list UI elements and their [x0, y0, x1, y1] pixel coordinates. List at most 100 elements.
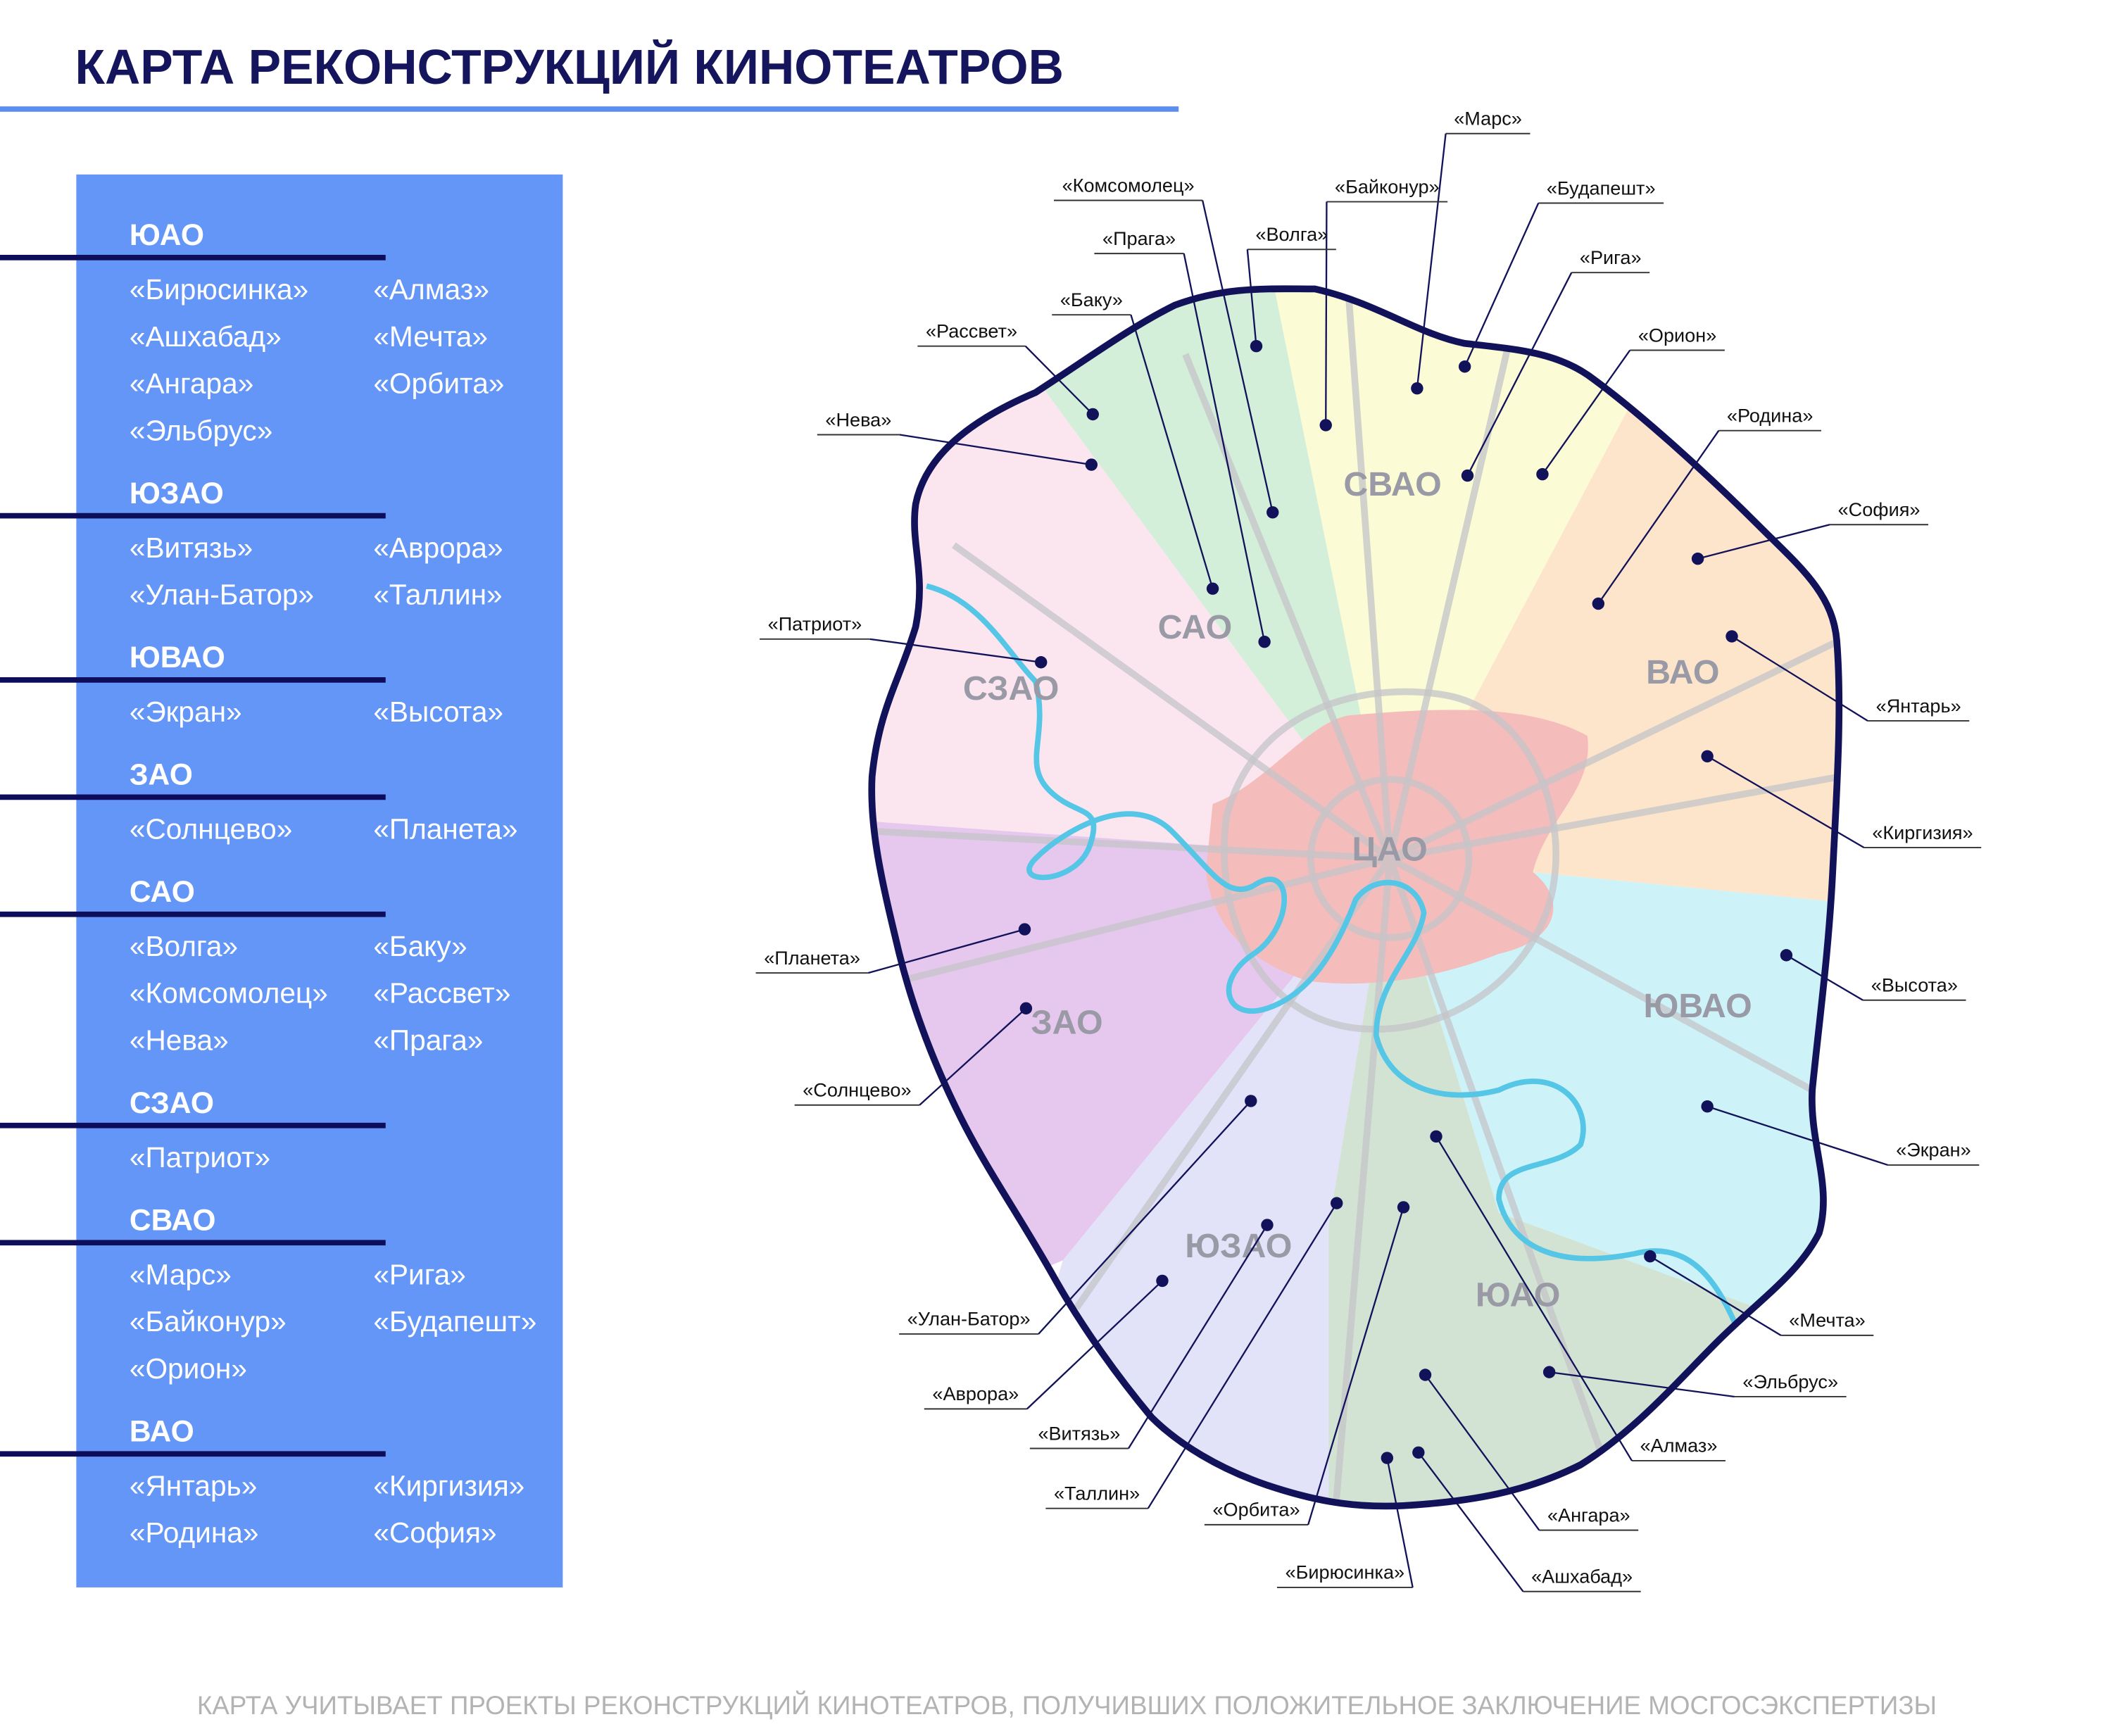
cinema-label: «Рассвет» — [926, 320, 1017, 342]
leader-line — [868, 928, 1025, 974]
map: СВАО САО СЗАО ВАО ЦАО ЗАО ЮВАО ЮЗАО ЮАО «Марс» «Ба… — [755, 108, 1982, 1592]
legend-cinema: «Алмаз» — [373, 273, 489, 306]
legend-cinema: «Орбита» — [373, 367, 504, 400]
legend-cinema: «Нева» — [130, 1024, 229, 1056]
cinema-dot — [1018, 923, 1031, 936]
cinema-label: «Янтарь» — [1876, 695, 1961, 717]
leader-line — [1130, 314, 1214, 589]
district-label: САО — [1158, 608, 1233, 646]
cinema-dot — [1780, 949, 1793, 962]
legend-district: САО — [130, 875, 195, 909]
cinema-dot — [1397, 1201, 1410, 1214]
legend-cinema: «Витязь» — [130, 532, 253, 564]
leader-line — [1202, 200, 1274, 513]
cinema-label: «Витязь» — [1038, 1422, 1120, 1444]
legend-cinema: «Солнцево» — [130, 812, 293, 845]
leader-line — [1542, 349, 1631, 475]
legend-cinema: «Рига» — [373, 1258, 466, 1290]
title: КАРТА РЕКОНСТРУКЦИЙ КИНОТЕАТРОВ — [75, 39, 1063, 94]
cinema-dot — [1319, 419, 1332, 432]
legend-cinema: «Ангара» — [130, 367, 253, 400]
cinema-dot — [1206, 582, 1219, 595]
legend-cinema: «Экран» — [130, 696, 242, 728]
cinema-label: «Ангара» — [1547, 1504, 1630, 1526]
cinema-label: «Высота» — [1871, 974, 1958, 996]
cinema-dot — [1726, 630, 1738, 643]
leader-line — [1464, 203, 1540, 367]
legend-cinema: «Прага» — [373, 1024, 483, 1056]
leader-line — [1597, 430, 1720, 605]
footnote: КАРТА УЧИТЫВАЕТ ПРОЕКТЫ РЕКОНСТРУКЦИЙ КИ… — [197, 1690, 1937, 1720]
leader-line — [1307, 1207, 1404, 1526]
legend-cinema: «Планета» — [373, 812, 517, 845]
legend-cinema: «Таллин» — [373, 579, 502, 611]
cinema-label: «Комсомолец» — [1062, 174, 1195, 196]
cinema-dot — [1381, 1452, 1394, 1464]
cinema-label: «Прага» — [1102, 227, 1176, 249]
cinema-dot — [1019, 1002, 1033, 1015]
cinema-label: «Мечта» — [1789, 1309, 1865, 1331]
leader-line — [1435, 1136, 1633, 1461]
legend-cinema: «Комсомолец» — [130, 977, 328, 1009]
leader-line — [869, 638, 1041, 663]
legend-district: ЮАО — [130, 218, 204, 252]
cinema-dot — [1419, 1369, 1432, 1381]
cinema-dot — [1461, 469, 1474, 482]
leader-line — [1024, 345, 1094, 415]
legend-district: ЗАО — [130, 758, 193, 792]
legend-panel — [76, 174, 563, 1587]
cinema-dot — [1691, 552, 1704, 565]
leader-line — [1147, 1202, 1338, 1509]
cinema-label: «Патриот» — [768, 613, 862, 635]
cinema-label: «Рига» — [1580, 246, 1642, 268]
cinema-label: «Орион» — [1638, 324, 1716, 346]
leader-line — [1649, 1255, 1782, 1336]
cinema-label: «Баку» — [1060, 289, 1123, 310]
cinema-label: «Марс» — [1454, 108, 1522, 130]
cinema-dot — [1701, 1100, 1714, 1113]
legend-cinema: «Эльбрус» — [130, 414, 272, 446]
leader-line — [919, 1007, 1027, 1106]
cinema-dot — [1536, 467, 1549, 481]
leader-line — [1183, 253, 1266, 642]
leader-line — [1731, 635, 1868, 722]
district-label: СВАО — [1343, 465, 1441, 503]
cinema-label: «Алмаз» — [1640, 1435, 1718, 1457]
district-label: ЮАО — [1476, 1276, 1561, 1314]
leader-line — [1706, 1105, 1888, 1166]
leader-line — [1466, 272, 1573, 477]
cinema-dot — [1085, 458, 1098, 471]
leader-line — [1706, 755, 1865, 848]
cinema-dot — [1331, 1197, 1343, 1209]
leader-line — [1417, 1452, 1524, 1592]
cinema-label: «Нева» — [825, 408, 891, 430]
cinema-dot — [1156, 1274, 1169, 1288]
district-label: ЦАО — [1352, 831, 1428, 869]
legend-cinema: «Марс» — [130, 1258, 232, 1290]
cinema-dot — [1430, 1130, 1442, 1143]
legend-district: ЮЗАО — [130, 477, 224, 510]
cinema-label: «Будапешт» — [1547, 177, 1656, 199]
legend-cinema: «София» — [373, 1516, 496, 1549]
legend-district: ЮВАО — [130, 641, 225, 674]
cinema-dot — [1258, 636, 1271, 648]
road — [1307, 776, 1473, 941]
district-label: СЗАО — [963, 669, 1060, 707]
legend-cinema: «Улан-Батор» — [130, 579, 314, 611]
cinema-dot — [1542, 1366, 1556, 1378]
cinema-dot — [1266, 506, 1279, 519]
cinema-dot — [1086, 408, 1099, 421]
cinema-dot — [1458, 360, 1471, 373]
district-label: ЮВАО — [1643, 987, 1752, 1025]
legend-cinema: «Баку» — [373, 930, 467, 962]
cinema-label: «Эльбрус» — [1742, 1371, 1838, 1392]
legend-district: ВАО — [130, 1414, 194, 1448]
leader-line — [1386, 1457, 1414, 1588]
cinema-label: «Экран» — [1896, 1139, 1971, 1161]
cinema-label: «Таллин» — [1054, 1482, 1140, 1504]
district-label: ЮЗАО — [1185, 1227, 1292, 1265]
cinema-dot — [1261, 1219, 1274, 1231]
leader-line — [899, 434, 1092, 466]
legend-cinema: «Родина» — [130, 1516, 259, 1549]
